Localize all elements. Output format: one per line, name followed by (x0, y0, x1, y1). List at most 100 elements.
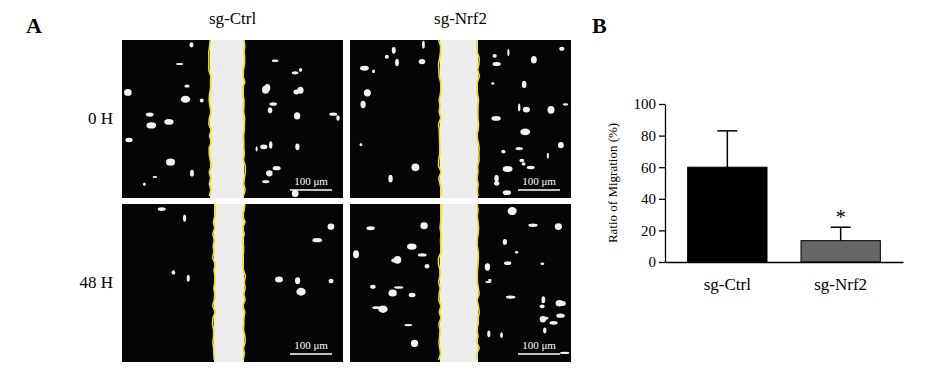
y-tick-label: 40 (641, 191, 656, 207)
bar (688, 167, 767, 262)
y-tick-mark (659, 135, 665, 136)
gap-edge (209, 40, 212, 196)
speckle (266, 170, 273, 176)
speckle (488, 279, 492, 281)
speckle (515, 147, 523, 150)
speckle (166, 159, 175, 166)
speckle (549, 321, 557, 325)
scratch-gap (214, 204, 244, 362)
speckle (392, 47, 396, 54)
speckle (360, 66, 369, 71)
error-bar (717, 131, 737, 167)
speckle (295, 143, 299, 150)
row-header: 48 H (79, 273, 113, 292)
y-tick-label: 100 (634, 96, 657, 112)
y-tick-mark (659, 167, 665, 168)
speckle (540, 316, 546, 323)
speckle (292, 71, 299, 74)
y-tick-mark (659, 262, 665, 263)
error-bar-stem (727, 131, 729, 167)
speckle (176, 63, 183, 65)
scale-bar-label: 100 μm (522, 339, 556, 351)
speckle (146, 112, 154, 116)
speckle (336, 115, 340, 120)
gap-edge (439, 204, 442, 360)
speckle (425, 264, 430, 269)
speckle (491, 116, 500, 121)
speckle (411, 164, 419, 172)
scale-bar-label: 100 μm (522, 175, 556, 187)
speckle (184, 84, 189, 87)
micrograph-background (122, 40, 343, 198)
y-tick-mark (659, 230, 665, 231)
speckle (275, 276, 283, 282)
speckle (519, 159, 524, 162)
speckle (543, 328, 546, 334)
speckle (153, 176, 158, 178)
speckle (563, 103, 569, 105)
speckle (411, 340, 418, 347)
speckle (518, 103, 520, 111)
speckle (364, 89, 371, 96)
scale-bar (518, 189, 560, 191)
speckle (559, 47, 564, 51)
speckle (556, 313, 564, 317)
y-axis-line (665, 105, 666, 263)
error-bar (831, 227, 851, 240)
gap-edge (243, 40, 246, 196)
speckle (528, 224, 537, 227)
y-tick-mark (659, 104, 665, 105)
speckle (487, 330, 490, 337)
y-tick: 80 (641, 128, 665, 144)
speckle (547, 153, 549, 159)
speckle (264, 84, 270, 92)
y-tick: 100 (634, 96, 666, 112)
x-tick: sg-Nrf2 (814, 262, 867, 294)
scratch-gap (440, 204, 478, 362)
panel-label: A (26, 13, 42, 38)
speckle (540, 304, 545, 308)
y-tick: 60 (641, 160, 665, 176)
speckle (125, 138, 132, 142)
speckle (501, 150, 505, 154)
y-tick-mark (659, 199, 665, 200)
speckle (540, 263, 544, 266)
speckle (172, 270, 176, 274)
speckle (485, 263, 490, 270)
error-bar-cap (717, 130, 737, 132)
column-header: sg-Nrf2 (434, 9, 487, 28)
panel-label: B (592, 13, 607, 38)
speckle (293, 90, 299, 95)
significance-marker: * (836, 206, 846, 228)
speckle (200, 98, 204, 102)
y-axis-title: Ratio of Migration (%) (605, 123, 620, 243)
speckle (503, 239, 507, 245)
scale-bar-label: 100 μm (294, 339, 328, 351)
speckle (420, 222, 427, 229)
bar (801, 241, 880, 262)
error-bar-stem (840, 227, 842, 240)
speckle (189, 42, 193, 47)
gap-edge (439, 40, 442, 196)
speckle (560, 352, 569, 354)
speckle (508, 207, 517, 215)
speckle (523, 107, 530, 113)
speckle (418, 253, 427, 256)
y-tick: 40 (641, 191, 665, 207)
speckle (493, 54, 497, 58)
speckle (494, 181, 499, 186)
micrograph: 100 μm (350, 204, 571, 362)
y-tick: 0 (649, 254, 666, 270)
speckle (422, 41, 425, 49)
speckle (507, 49, 509, 56)
speckle (268, 107, 273, 113)
scale-bar (290, 189, 332, 191)
speckle (419, 59, 426, 64)
figure: ABsg-Ctrlsg-Nrf20 H48 H100 μm100 μm100 μ… (0, 0, 932, 382)
speckle (558, 142, 564, 148)
speckle (531, 56, 537, 63)
speckle (494, 175, 498, 182)
speckle (503, 190, 511, 195)
speckle (329, 279, 334, 284)
speckle (187, 275, 190, 282)
